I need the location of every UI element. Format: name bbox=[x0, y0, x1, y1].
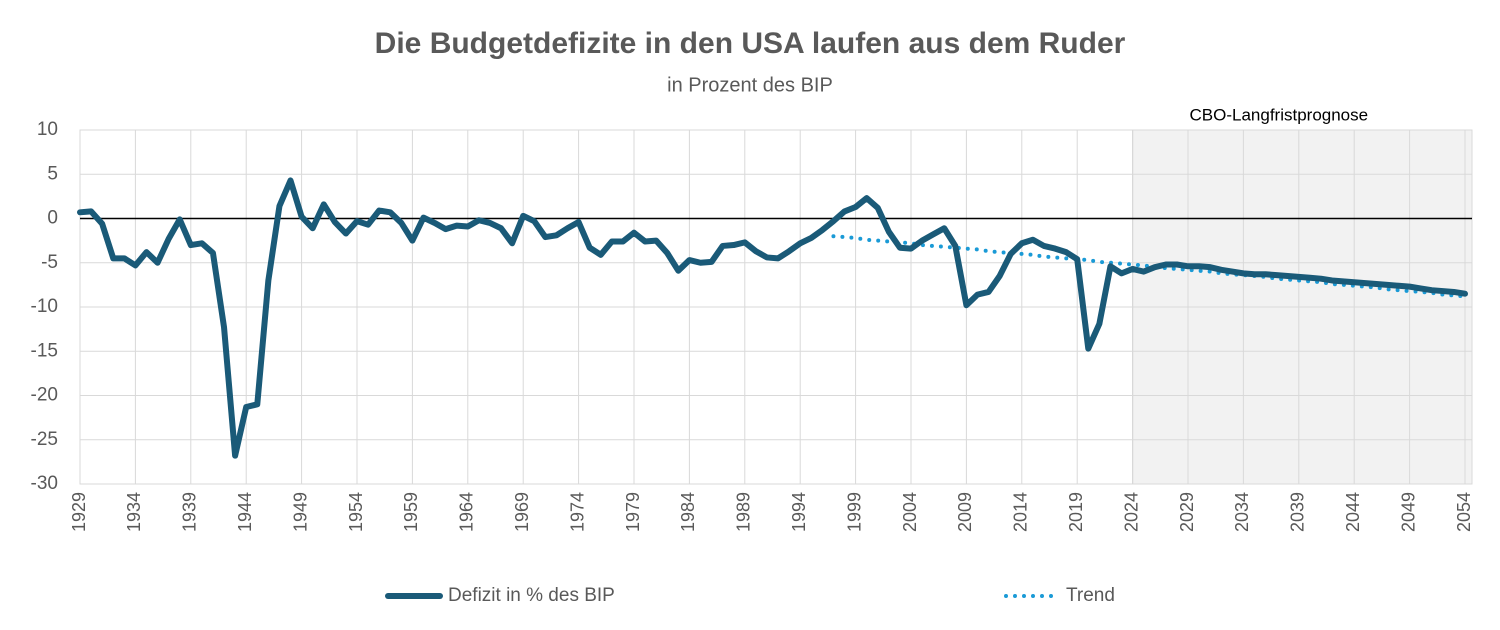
x-tick-label: 2054 bbox=[1454, 492, 1474, 532]
y-tick-label: 0 bbox=[47, 208, 58, 229]
x-tick-label: 2044 bbox=[1343, 492, 1363, 532]
x-tick-label: 2039 bbox=[1288, 492, 1308, 532]
y-tick-label: -20 bbox=[31, 385, 58, 406]
y-tick-label: -15 bbox=[31, 340, 58, 361]
x-tick-label: 1929 bbox=[69, 492, 89, 532]
x-tick-label: 1959 bbox=[401, 492, 421, 532]
x-tick-label: 2034 bbox=[1232, 492, 1252, 532]
x-tick-label: 1989 bbox=[734, 492, 754, 532]
x-tick-label: 1999 bbox=[844, 492, 864, 532]
x-tick-label: 1984 bbox=[678, 492, 698, 532]
x-tick-label: 2019 bbox=[1066, 492, 1086, 532]
x-tick-label: 1949 bbox=[290, 492, 310, 532]
x-tick-label: 1964 bbox=[457, 492, 477, 532]
legend-label: Defizit in % des BIP bbox=[448, 585, 615, 606]
x-tick-label: 1944 bbox=[235, 492, 255, 532]
x-tick-label: 2004 bbox=[900, 492, 920, 532]
legend-label: Trend bbox=[1066, 585, 1115, 606]
y-tick-label: -10 bbox=[31, 296, 58, 317]
x-tick-label: 2014 bbox=[1011, 492, 1031, 532]
y-tick-label: 5 bbox=[47, 163, 58, 184]
series-line bbox=[77, 177, 1468, 459]
x-tick-label: 1994 bbox=[789, 492, 809, 532]
x-tick-label: 1969 bbox=[512, 492, 532, 532]
y-tick-label: -25 bbox=[31, 429, 58, 450]
y-tick-label: -30 bbox=[31, 473, 58, 494]
x-tick-label: 1939 bbox=[180, 492, 200, 532]
x-tick-label: 1954 bbox=[346, 492, 366, 532]
x-tick-label: 1934 bbox=[124, 492, 144, 532]
x-tick-label: 1979 bbox=[623, 492, 643, 532]
x-tick-label: 2024 bbox=[1121, 492, 1141, 532]
x-tick-label: 2029 bbox=[1177, 492, 1197, 532]
x-tick-label: 1974 bbox=[567, 492, 587, 532]
x-tick-label: 2009 bbox=[955, 492, 975, 532]
chart-title: Die Budgetdefizite in den USA laufen aus… bbox=[375, 27, 1126, 60]
y-tick-label: 10 bbox=[37, 119, 58, 140]
chart-subtitle: in Prozent des BIP bbox=[667, 74, 833, 96]
annotation: CBO-Langfristprognose bbox=[1190, 105, 1369, 124]
x-tick-label: 2049 bbox=[1398, 492, 1418, 532]
y-tick-label: -5 bbox=[41, 252, 58, 273]
